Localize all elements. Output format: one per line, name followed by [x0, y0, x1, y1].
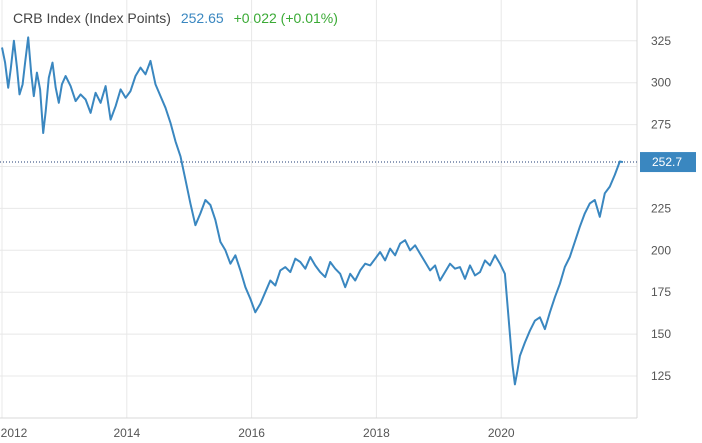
series-line	[1, 36, 624, 386]
x-tick-label: 2012	[1, 426, 28, 440]
x-tick-label: 2016	[238, 426, 265, 440]
y-tick-label: 300	[651, 76, 671, 90]
last-value-label: 252.7	[652, 155, 682, 169]
chart-title: CRB Index (Index Points)	[13, 10, 171, 26]
y-tick-label: 325	[651, 34, 671, 48]
y-tick-label: 125	[651, 369, 671, 383]
x-tick-label: 2020	[488, 426, 515, 440]
y-tick-label: 150	[651, 327, 671, 341]
y-tick-label: 200	[651, 243, 671, 257]
y-tick-label: 225	[651, 201, 671, 215]
y-tick-label: 275	[651, 118, 671, 132]
x-tick-label: 2014	[113, 426, 140, 440]
x-tick-label: 2018	[363, 426, 390, 440]
chart-header: CRB Index (Index Points) 252.65 +0.022 (…	[13, 10, 338, 26]
change-value: +0.022 (+0.01%)	[233, 10, 338, 26]
y-tick-label: 175	[651, 285, 671, 299]
last-value: 252.65	[180, 10, 224, 26]
last-value-badge	[640, 152, 696, 173]
